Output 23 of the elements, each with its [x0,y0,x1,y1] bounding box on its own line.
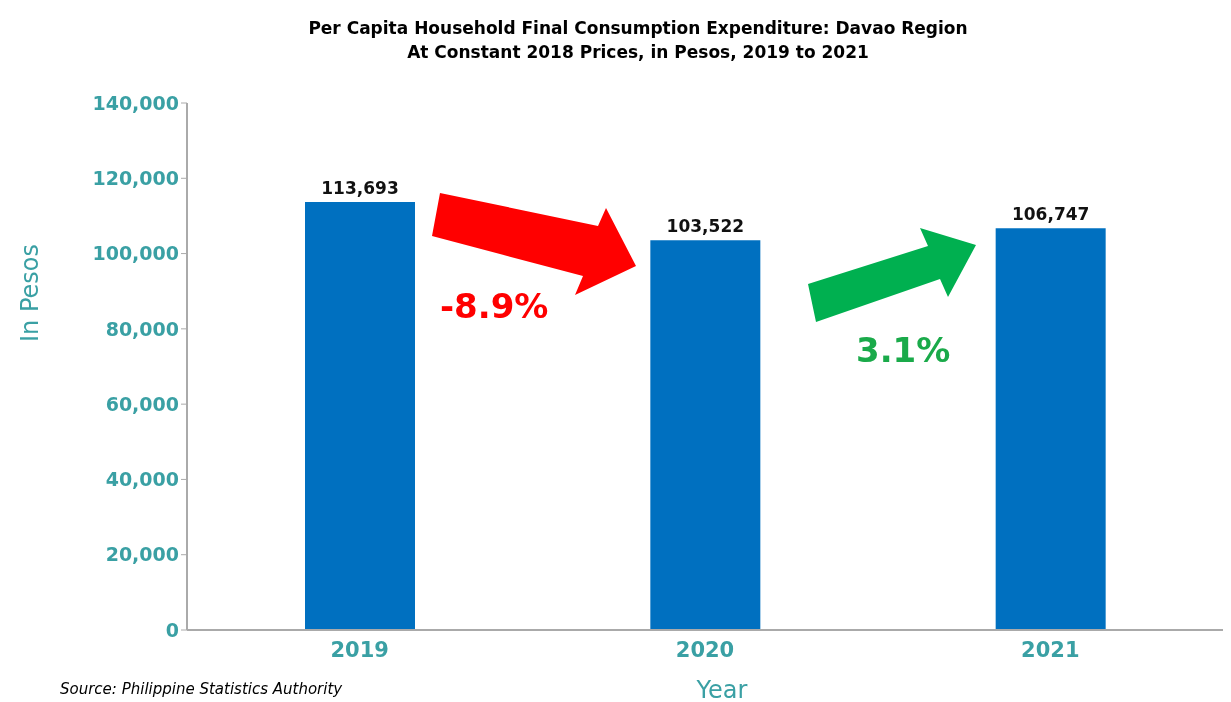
y-tick-label: 100,000 [92,242,179,265]
y-axis-title: In Pesos [16,244,44,342]
y-tick-label: 120,000 [92,167,179,190]
y-tick-label: 40,000 [105,468,179,491]
y-tick-label: 80,000 [105,317,179,340]
x-axis-title: Year [696,676,748,702]
annotation: -8.9% [440,286,549,326]
chart-title: Per Capita Household Final Consumption Expenditure: Davao Region At Constant 2018 Prices, in Pesos, 2019 to 2021 [307,17,969,64]
source-note: Source: Philippine Statistics Authority [60,680,343,698]
annotation: 3.1% [856,330,951,370]
y-tick-label: 0 [165,618,179,641]
data-label: 113,693 [321,178,399,199]
bar [305,202,415,630]
data-label: 103,522 [666,216,745,237]
x-tick-label: 2019 [330,637,389,662]
y-tick-label: 20,000 [105,543,179,566]
x-tick-label: 2020 [675,637,735,662]
bar [995,228,1106,630]
bar [650,240,761,630]
data-label: 106,747 [1011,204,1090,225]
y-tick-label: 140,000 [92,91,179,114]
x-tick-label: 2021 [1021,637,1080,662]
y-tick-label: 60,000 [105,392,179,415]
